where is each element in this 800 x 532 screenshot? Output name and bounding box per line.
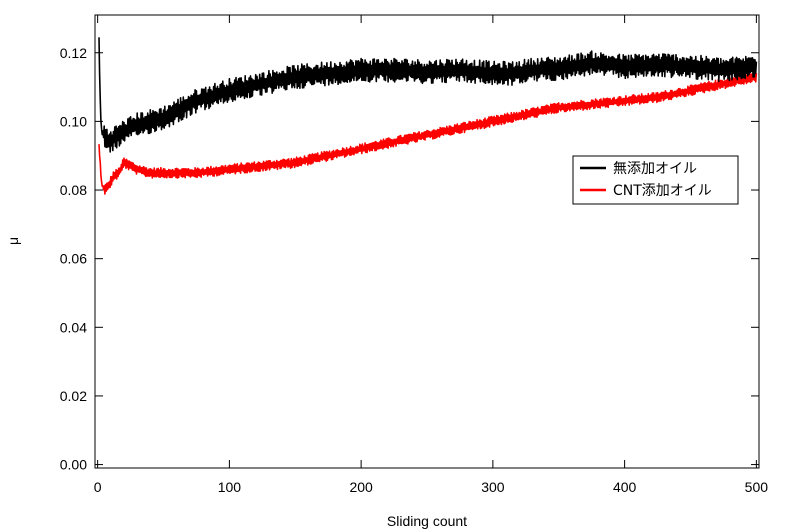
series-line-cnt-additive [98, 71, 758, 195]
x-tick-label: 500 [745, 479, 769, 495]
y-axis-ticks: 0.00 0.02 0.04 0.06 0.08 0.10 0.12 [60, 45, 759, 473]
y-tick-label: 0.00 [60, 457, 87, 473]
x-tick-label: 300 [481, 479, 505, 495]
y-tick-label: 0.08 [60, 182, 87, 198]
x-tick-label: 400 [613, 479, 637, 495]
legend-box [572, 155, 739, 205]
y-tick-label: 0.02 [60, 388, 87, 404]
legend-label-no-additive: 無添加オイル [613, 161, 697, 177]
y-tick-label: 0.10 [60, 113, 87, 129]
x-tick-label: 0 [94, 479, 102, 495]
x-tick-label: 200 [349, 479, 373, 495]
legend-label-cnt-additive: CNT添加オイル [613, 183, 712, 199]
y-axis-title: μ [5, 237, 21, 245]
x-axis-ticks: 0 100 200 300 400 500 [94, 15, 769, 495]
series-layer [98, 37, 758, 195]
series-line-no-additive [98, 37, 758, 153]
legend: 無添加オイル CNT添加オイル [572, 155, 739, 205]
x-tick-label: 100 [218, 479, 242, 495]
y-tick-label: 0.12 [60, 45, 87, 61]
x-axis-title: Sliding count [387, 513, 467, 529]
y-tick-label: 0.04 [60, 319, 87, 335]
y-tick-label: 0.06 [60, 251, 87, 267]
plot-frame [94, 14, 760, 469]
